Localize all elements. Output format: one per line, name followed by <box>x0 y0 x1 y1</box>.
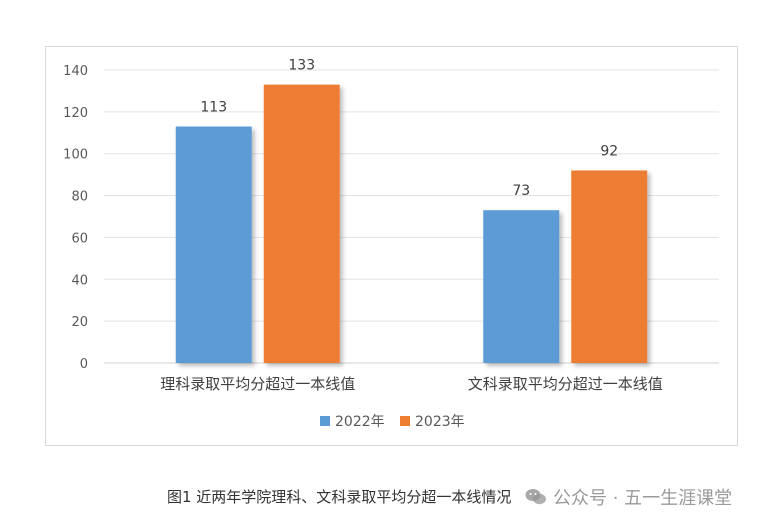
legend-entry: 2023年 <box>415 414 465 430</box>
bar <box>571 170 648 363</box>
data-label: 73 <box>512 183 530 199</box>
figure-caption: 图1 近两年学院理科、文科录取平均分超一本线情况 <box>167 488 512 506</box>
y-tick-label: 40 <box>71 273 88 288</box>
y-tick-label: 60 <box>71 231 88 246</box>
legend-swatch <box>400 416 410 426</box>
y-tick-label: 120 <box>63 106 88 121</box>
watermark-text: 公众号 · 五一生涯课堂 <box>553 488 733 509</box>
legend-entry: 2022年 <box>335 414 385 430</box>
bar <box>483 210 560 363</box>
category-label: 理科录取平均分超过一本线值 <box>160 375 355 393</box>
bar <box>175 126 252 363</box>
bar <box>263 84 340 364</box>
bar-chart: 0 20 40 60 80 100 120 140 113 133 73 92 理科录取平均分超过一… <box>63 58 719 430</box>
legend-swatch <box>320 416 330 426</box>
data-label: 92 <box>600 143 618 159</box>
y-tick-label: 140 <box>63 64 88 79</box>
y-tick-label: 0 <box>80 357 88 372</box>
y-tick-label: 100 <box>63 148 88 163</box>
chart-frame: 0 20 40 60 80 100 120 140 113 133 73 92 理科录取平均分超过一… <box>45 46 738 446</box>
y-tick-label: 20 <box>71 315 88 330</box>
data-label: 113 <box>200 100 227 116</box>
y-tick-label: 80 <box>71 190 88 205</box>
watermark: 公众号 · 五一生涯课堂 <box>525 484 732 510</box>
category-label: 文科录取平均分超过一本线值 <box>468 375 663 393</box>
caption-row: 图1 近两年学院理科、文科录取平均分超一本线情况 公众号 · 五一生涯课堂 <box>0 484 771 512</box>
data-label: 133 <box>288 58 315 74</box>
wechat-icon <box>525 488 547 506</box>
